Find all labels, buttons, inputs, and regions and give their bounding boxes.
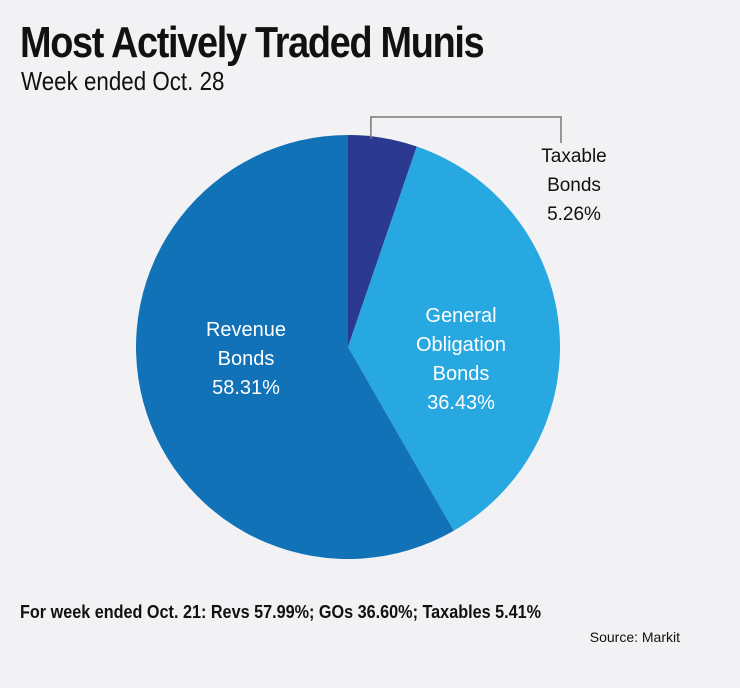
- footnote: For week ended Oct. 21: Revs 57.99%; GOs…: [20, 602, 542, 622]
- leader-line: [370, 116, 562, 143]
- slice-category-label: Bonds: [433, 363, 490, 385]
- slice-category-label: Revenue: [206, 319, 286, 341]
- source-note: Source: Markit: [589, 629, 680, 645]
- slice-category-label: Bonds: [218, 348, 275, 370]
- slice-category-label: General: [425, 305, 496, 327]
- chart-subtitle: Week ended Oct. 28: [21, 66, 225, 96]
- slice-category-label: Taxable: [541, 146, 607, 167]
- slice-value-label: 5.26%: [547, 204, 601, 225]
- slice-value-label: 36.43%: [427, 392, 495, 414]
- slice-category-label: Bonds: [547, 175, 601, 196]
- slice-value-label: 58.31%: [212, 377, 280, 399]
- chart-title: Most Actively Traded Munis: [20, 18, 485, 67]
- pie-slice-revenue-bonds: [135, 135, 454, 559]
- pie-slice-general-obligation-bonds: [348, 146, 560, 531]
- slice-category-label: Obligation: [416, 334, 506, 356]
- pie-slice-taxable-bonds: [348, 135, 417, 347]
- pie-chart: Taxable Bonds 5.26% General Obligation Bonds 3…: [135, 116, 607, 559]
